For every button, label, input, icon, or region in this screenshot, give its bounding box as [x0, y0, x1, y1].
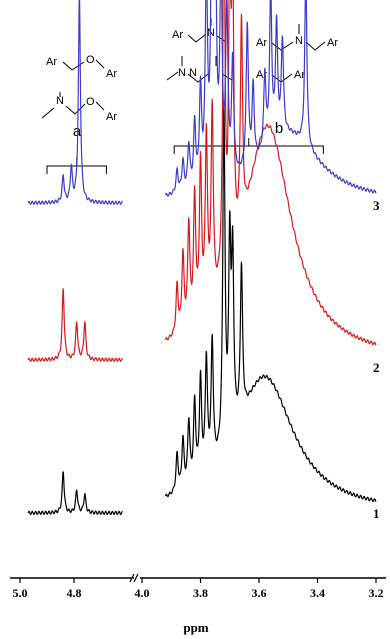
struct-b3-linker: N N: [178, 67, 197, 79]
axis-break-mark-1: [129, 573, 135, 583]
x-tick-label-5.0: 5.0: [13, 586, 28, 600]
x-tick-label-3.2: 3.2: [369, 586, 384, 600]
struct-b4-left: Ar: [256, 69, 267, 81]
trace-label-1: 1: [373, 506, 380, 521]
spectrum-2-right: [164, 0, 377, 346]
x-axis-title: ppm: [183, 620, 208, 635]
struct-a2-bond-2: [65, 103, 86, 115]
struct-a2-linker: O: [86, 96, 95, 108]
x-tick-label-4.0: 4.0: [135, 586, 150, 600]
struct-a2-bond-1: [41, 107, 55, 119]
struct-a1-left: Ar: [46, 56, 57, 68]
struct-b2-left: Ar: [256, 37, 267, 49]
struct-b2-bond-2: [305, 41, 326, 51]
struct-a2-right: Ar: [106, 111, 117, 123]
struct-b2-linker: N: [295, 35, 303, 47]
spectrum-1-left: [27, 471, 123, 516]
structures-b: Ar N Ar N Ar N N Ar Ar: [166, 18, 338, 83]
struct-b1-linker: N: [207, 27, 215, 39]
group-b-bracket: [173, 138, 324, 154]
x-tick-label-4.8: 4.8: [67, 586, 82, 600]
struct-a2-sub: N: [56, 95, 64, 107]
spectra-traces: [27, 0, 377, 516]
x-tick-label-3.4: 3.4: [310, 586, 325, 600]
struct-b3-bond-1: [166, 71, 179, 81]
structures-a: Ar O Ar N O Ar: [41, 54, 117, 123]
spectrum-1-right: [164, 103, 377, 503]
x-tick-label-3.8: 3.8: [193, 586, 208, 600]
struct-a1-linker: O: [86, 54, 95, 66]
trace-label-3: 3: [373, 198, 380, 213]
spectrum-3-right: [164, 0, 377, 197]
struct-b1-bond-1: [187, 33, 207, 43]
group-b-label: b: [275, 120, 283, 137]
struct-b4-right: Ar: [294, 69, 305, 81]
axis-break-mark-2: [133, 573, 139, 583]
struct-a2-bond-3: [95, 101, 105, 111]
spectrum-2-left: [27, 288, 123, 363]
struct-a1-right: Ar: [106, 68, 117, 80]
struct-a1-bond-2: [95, 59, 105, 69]
x-axis: 5.0 4.8 4.0 3.8 3.6 3.4 3.2: [10, 573, 386, 600]
struct-b3-bond-3: [221, 73, 233, 81]
struct-b2-right: Ar: [327, 37, 338, 49]
trace-label-2: 2: [373, 360, 380, 375]
spectrum-3-left: [27, 0, 123, 205]
struct-b1-left: Ar: [172, 29, 183, 41]
x-tick-label-3.6: 3.6: [252, 586, 267, 600]
struct-b2-bond-1: [271, 41, 294, 51]
